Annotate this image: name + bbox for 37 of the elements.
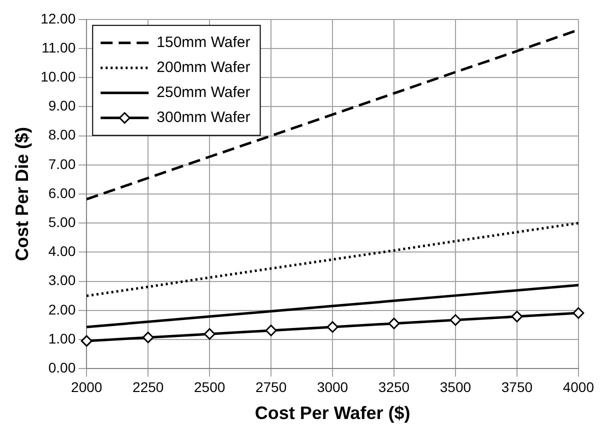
x-tick-label: 3750	[501, 378, 533, 395]
y-tick-label: 12.00	[40, 10, 76, 26]
legend-label: 300mm Wafer	[156, 109, 250, 126]
y-tick-label: 9.00	[48, 98, 76, 114]
point	[388, 318, 400, 330]
point	[326, 321, 338, 333]
x-tick-label: 2750	[255, 378, 287, 395]
legend-label: 200mm Wafer	[156, 59, 250, 76]
y-axis-title: Cost Per Die ($)	[12, 126, 32, 262]
point	[265, 324, 277, 336]
y-tick-label: 7.00	[48, 156, 76, 172]
y-tick-label: 6.00	[48, 184, 76, 201]
legend-label: 250mm Wafer	[156, 84, 250, 102]
y-tick-label: 0.00	[48, 359, 76, 376]
point	[511, 310, 523, 322]
x-tick-label: 2000	[71, 378, 102, 395]
point	[80, 335, 92, 347]
x-tick-label: 2500	[194, 378, 226, 395]
point	[142, 332, 154, 344]
point	[450, 314, 462, 326]
y-tick-label: 3.00	[48, 272, 76, 288]
y-tick-label: 10.00	[40, 68, 76, 84]
y-tick-label: 1.00	[48, 330, 76, 346]
y-tick-label: 2.00	[48, 301, 76, 318]
y-tick-label: 5.00	[48, 214, 76, 230]
y-tick-label: 11.00	[42, 39, 76, 56]
x-tick-label: 3000	[316, 378, 348, 395]
x-axis-title: Cost Per Wafer ($)	[254, 403, 410, 424]
y-tick-label: 8.00	[48, 126, 76, 143]
x-tick-label: 2250	[132, 378, 164, 395]
x-tick-label: 3500	[440, 378, 472, 395]
point	[204, 328, 216, 340]
legend-label: 150mm Wafer	[156, 34, 250, 52]
y-tick-label: 4.00	[48, 243, 76, 260]
point	[572, 307, 584, 319]
x-tick-label: 3250	[378, 378, 410, 395]
x-tick-label: 4000	[562, 378, 594, 395]
